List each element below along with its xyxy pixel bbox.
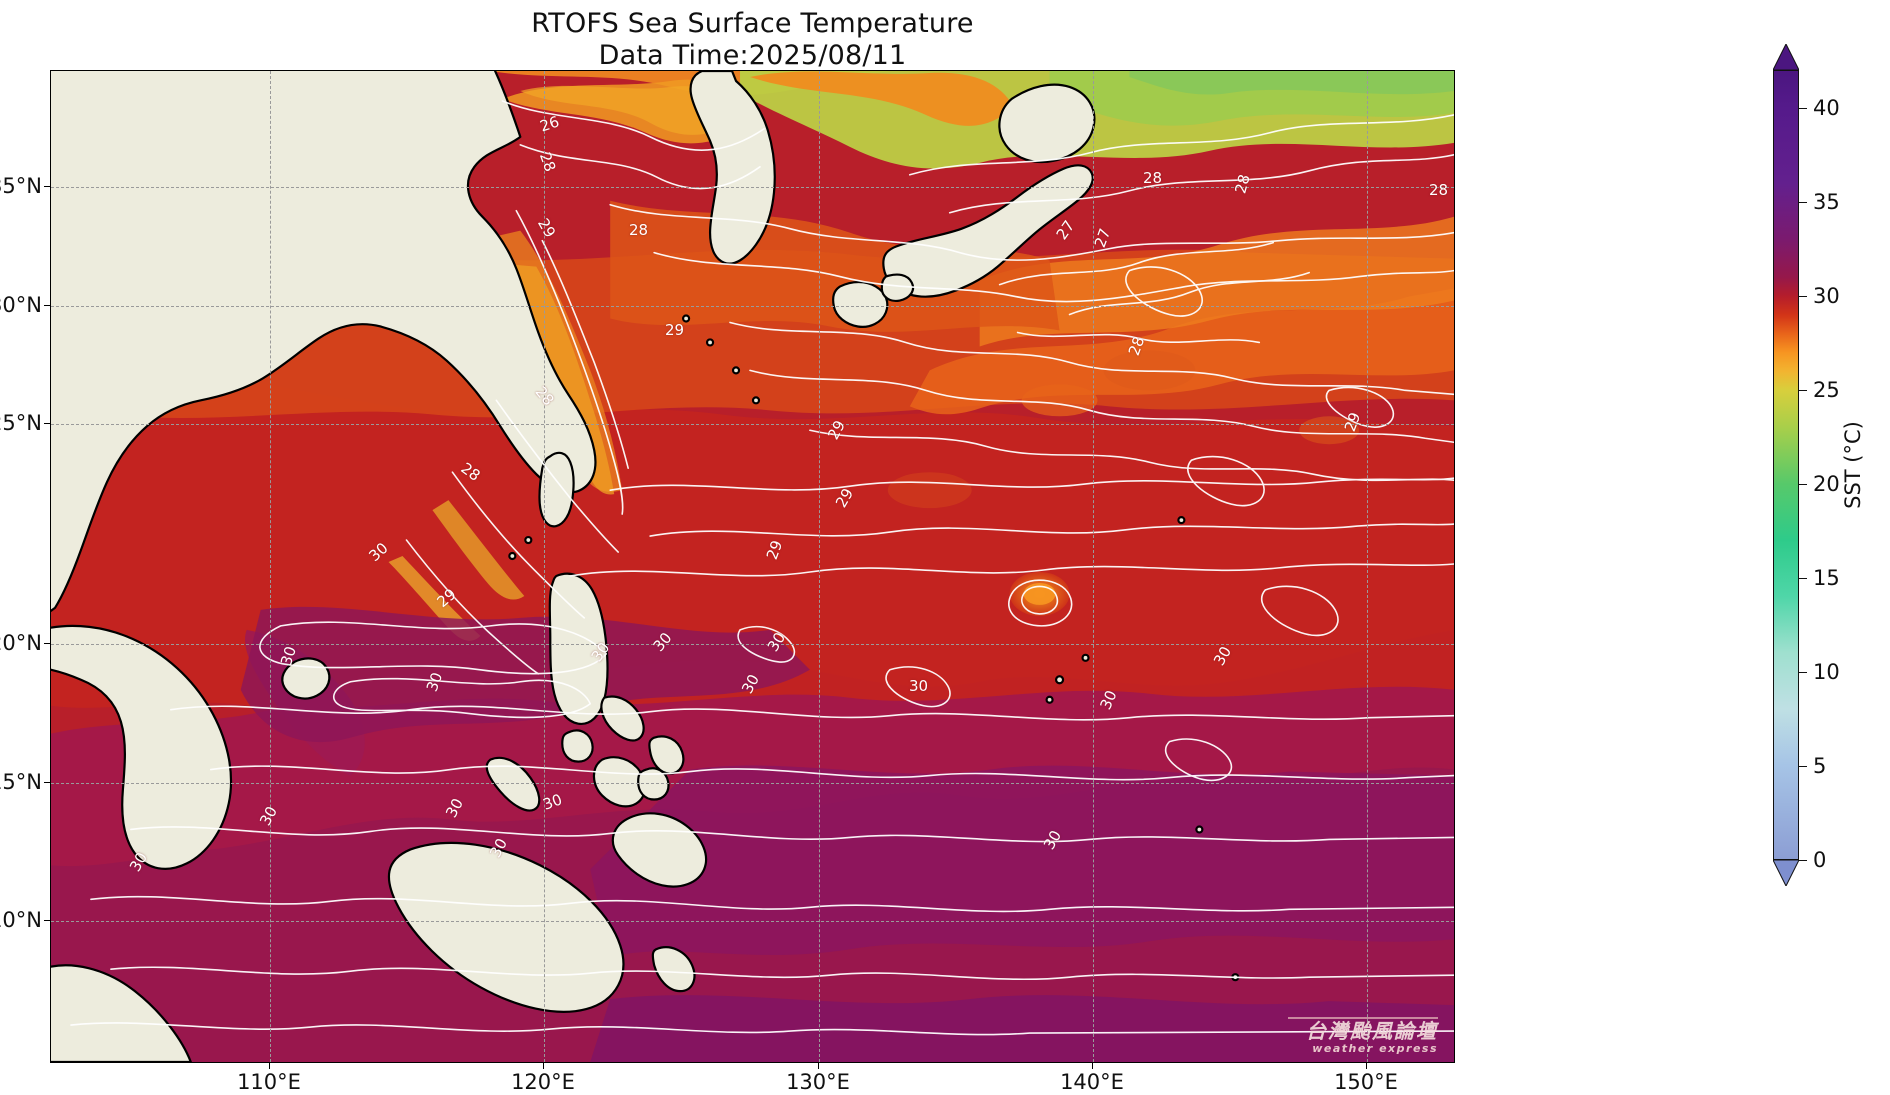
xtick-label-150: 150°E (1334, 1070, 1398, 1094)
cbar-tick-40 (1799, 107, 1807, 109)
cbar-tick-15 (1799, 577, 1807, 579)
cbar-label-30: 30 (1813, 283, 1840, 308)
chart-title-block: RTOFS Sea Surface Temperature Data Time:… (0, 8, 1505, 72)
contour-label: 28 (1143, 169, 1163, 187)
gridline-lat-15 (51, 783, 1454, 784)
xtick-mark-140 (1092, 1063, 1093, 1069)
watermark-chinese-text: 台灣颱風論壇 (1306, 1019, 1438, 1043)
colorbar-gradient (1773, 70, 1799, 860)
cbar-tick-10 (1799, 671, 1807, 673)
xtick-label-110: 110°E (237, 1070, 301, 1094)
cbar-label-15: 15 (1813, 565, 1840, 590)
ytick-label-35: 35°N (0, 174, 42, 198)
cbar-tick-20 (1799, 483, 1807, 485)
cbar-label-25: 25 (1813, 377, 1840, 402)
ytick-label-25: 25°N (0, 411, 42, 435)
xtick-mark-150 (1366, 1063, 1367, 1069)
ytick-label-20: 20°N (0, 631, 42, 655)
cbar-tick-25 (1799, 389, 1807, 391)
gridline-lat-25 (51, 424, 1454, 425)
data-time-subtitle: Data Time:2025/08/11 (598, 40, 907, 71)
contour-label: 29 (665, 321, 685, 339)
xtick-label-120: 120°E (511, 1070, 575, 1094)
page-title: RTOFS Sea Surface Temperature (531, 8, 974, 39)
cbar-tick-30 (1799, 295, 1807, 297)
xtick-mark-130 (818, 1063, 819, 1069)
xtick-mark-120 (543, 1063, 544, 1069)
ytick-label-10: 10°N (0, 908, 42, 932)
ytick-mark-30 (44, 305, 50, 306)
gridline-lat-30 (51, 306, 1454, 307)
xtick-label-130: 130°E (786, 1070, 850, 1094)
cbar-tick-0 (1799, 860, 1807, 861)
contour-label: 30 (909, 677, 929, 695)
watermark-logo: 台灣颱風論壇 weather express (1288, 1014, 1438, 1054)
ytick-mark-10 (44, 920, 50, 921)
cbar-tick-35 (1799, 201, 1807, 203)
ytick-label-30: 30°N (0, 293, 42, 317)
ytick-mark-25 (44, 423, 50, 424)
xtick-label-140: 140°E (1060, 1070, 1124, 1094)
ytick-mark-15 (44, 782, 50, 783)
ytick-label-15: 15°N (0, 770, 42, 794)
cbar-label-40: 40 (1813, 95, 1840, 120)
gridline-lon-150 (1367, 71, 1368, 1062)
cbar-label-20: 20 (1813, 471, 1840, 496)
map-plot-area[interactable]: 26 28 28 29 27 28 27 28 28 29 28 28 29 2… (50, 70, 1455, 1063)
watermark-rule (1288, 1017, 1438, 1019)
gridline-lon-140 (1093, 71, 1094, 1062)
colorbar-extend-bottom-arrow (1773, 860, 1799, 886)
cbar-label-0: 0 (1813, 848, 1827, 872)
gridline-lon-110 (270, 71, 271, 1062)
xtick-mark-110 (269, 1063, 270, 1069)
gridline-lat-35 (51, 187, 1454, 188)
cbar-label-35: 35 (1813, 189, 1840, 214)
gridline-lon-120 (544, 71, 545, 1062)
gridline-lat-10 (51, 921, 1454, 922)
colorbar-extend-top-arrow (1773, 44, 1799, 70)
cbar-label-10: 10 (1813, 659, 1840, 684)
cbar-tick-5 (1799, 766, 1807, 767)
colorbar[interactable]: 40 35 30 25 20 15 10 5 0 (1773, 44, 1840, 886)
contour-label: 28 (1429, 181, 1449, 199)
sst-field-svg (51, 71, 1454, 1062)
ytick-mark-35 (44, 186, 50, 187)
gridline-lat-20 (51, 644, 1454, 645)
gridline-lon-130 (819, 71, 820, 1062)
cbar-label-5: 5 (1813, 754, 1827, 778)
contour-label: 28 (629, 221, 649, 239)
watermark-english-text: weather express (1312, 1042, 1438, 1055)
colorbar-axis-label: SST (°C) (1841, 421, 1865, 509)
ytick-mark-20 (44, 643, 50, 644)
